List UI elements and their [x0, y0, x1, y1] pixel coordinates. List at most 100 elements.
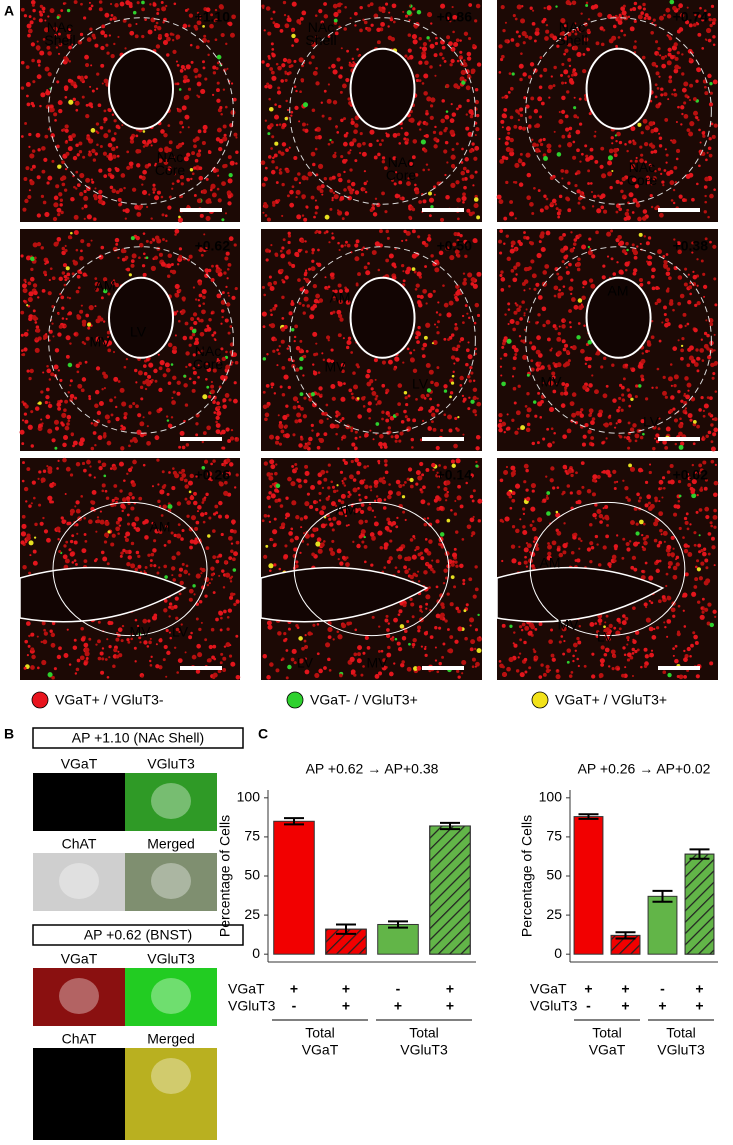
cell-dot	[331, 236, 335, 240]
cell-dot	[153, 539, 157, 543]
cell-dot	[587, 169, 591, 173]
cell-dot	[333, 194, 339, 200]
cell-dot	[522, 354, 528, 360]
cell-dot	[353, 384, 359, 390]
cell-dot	[565, 196, 570, 201]
cell-dot	[661, 180, 665, 184]
cell-dot	[427, 292, 433, 298]
cell-dot	[203, 129, 207, 134]
cell-dot	[102, 277, 108, 282]
cell-dot	[61, 519, 67, 525]
cell-dot	[406, 347, 410, 351]
cell-dot	[507, 322, 510, 326]
cell-dot	[107, 129, 111, 133]
cell-dot	[560, 168, 565, 173]
cell-dot	[80, 249, 83, 253]
cell-dot	[212, 555, 217, 560]
cell-dot	[518, 63, 524, 69]
cell-dot	[204, 638, 208, 642]
cell-dot	[525, 427, 531, 433]
cell-dot	[351, 442, 356, 447]
cell-dot	[602, 264, 606, 268]
cell-dot	[459, 384, 463, 387]
cell-dot	[518, 35, 521, 38]
cell-dot	[73, 0, 78, 5]
cell-dot	[379, 446, 383, 449]
cell-dot	[673, 418, 679, 423]
cell-dot	[369, 129, 375, 135]
cell-dot	[20, 310, 25, 315]
cell-dot	[201, 440, 205, 444]
cell-dot	[535, 123, 541, 128]
cell-dot	[502, 29, 506, 33]
cell-dot	[435, 613, 441, 619]
cell-dot	[545, 230, 551, 236]
cell-dot	[549, 348, 553, 352]
cell-dot	[75, 248, 79, 252]
cell-dot	[179, 430, 185, 436]
cell-dot	[218, 481, 224, 487]
cell-dot	[629, 8, 633, 12]
cell-dot	[361, 151, 367, 157]
cell-dot	[451, 560, 455, 564]
cell-dot	[272, 156, 275, 160]
cell-dot	[500, 57, 504, 62]
cell-dot	[333, 18, 338, 23]
region-label: MV	[541, 374, 563, 390]
cell-dot	[283, 632, 287, 636]
cell-dot	[686, 128, 691, 133]
cell-dot	[357, 507, 362, 511]
cell-dot	[450, 333, 455, 337]
cell-dot	[450, 103, 453, 106]
cell-dot	[427, 12, 433, 18]
cell-dot	[474, 565, 478, 569]
cell-dot	[602, 393, 608, 399]
region-label: Shell	[44, 32, 75, 48]
cell-dot	[593, 134, 597, 138]
cell-dot	[533, 287, 537, 291]
cell-dot	[565, 0, 571, 6]
cell-dot	[264, 417, 268, 422]
cell-dot	[263, 176, 268, 182]
cell-dot	[557, 294, 562, 299]
cell-dot	[306, 441, 311, 446]
cell-dot	[191, 328, 197, 334]
cell-dot	[537, 189, 541, 192]
cell-dot	[434, 626, 438, 630]
cell-dot	[381, 160, 386, 164]
region-label: MV	[325, 359, 347, 375]
cell-dot	[467, 407, 471, 411]
cell-dot	[663, 13, 666, 17]
cell-dot	[329, 207, 333, 211]
cell-dot	[158, 387, 163, 393]
cell-dot	[411, 155, 416, 160]
cell-dot	[22, 524, 25, 528]
cell-dot	[691, 251, 694, 254]
cell-dot	[663, 312, 667, 317]
cell-dot	[543, 155, 548, 161]
cell-dot	[560, 391, 564, 396]
cell-dot	[212, 512, 217, 516]
cell-dot	[73, 185, 76, 189]
cell-dot	[227, 178, 233, 184]
cell-dot	[650, 150, 654, 154]
cell-dot	[441, 605, 445, 610]
cell-dot	[684, 376, 689, 381]
cell-dot	[387, 414, 391, 417]
cell-dot	[381, 139, 384, 142]
cell-dot	[567, 142, 573, 148]
cell-dot	[107, 530, 111, 534]
cell-dot	[344, 288, 350, 293]
cell-dot	[320, 393, 323, 397]
cell-dot	[677, 389, 681, 394]
cell-dot	[120, 446, 125, 451]
cell-dot	[208, 581, 211, 585]
cell-dot	[57, 459, 60, 462]
cell-dot	[235, 473, 239, 477]
cell-dot	[623, 216, 628, 221]
cell-dot	[95, 318, 101, 324]
cell-dot	[203, 34, 207, 38]
cell-dot	[464, 157, 469, 162]
cell-dot	[47, 15, 50, 18]
cell-dot	[316, 652, 320, 656]
